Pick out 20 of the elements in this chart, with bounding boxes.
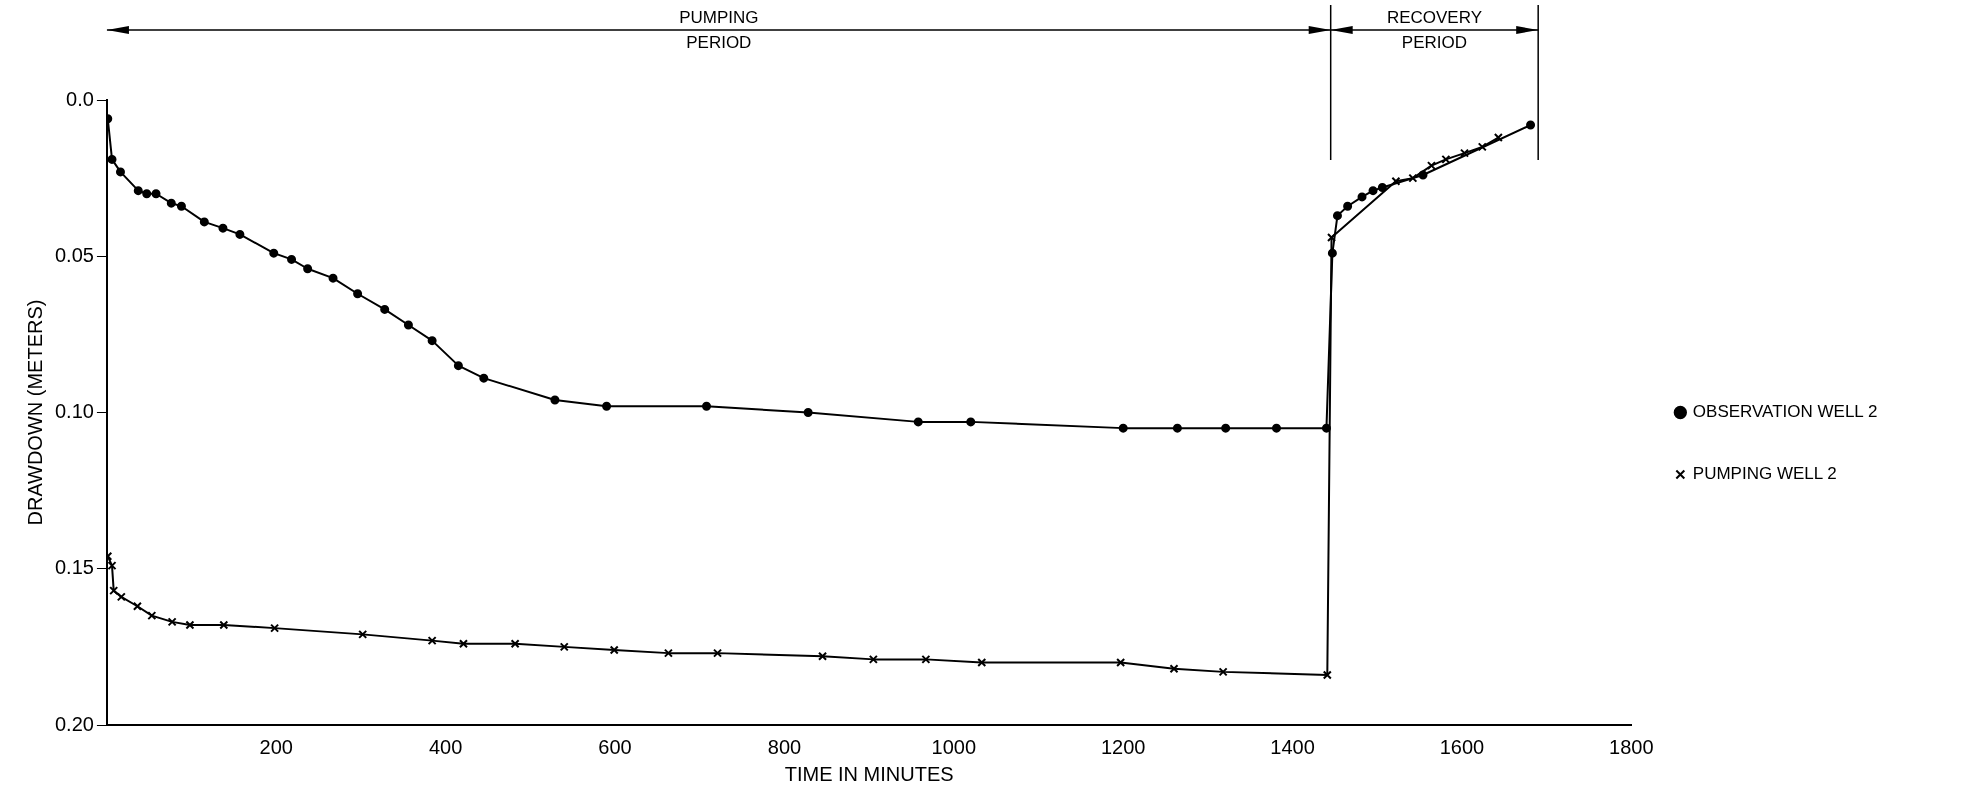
legend-label: OBSERVATION WELL 2	[1692, 402, 1878, 422]
x-tick-label: 800	[767, 735, 802, 758]
x-tick-label: 1400	[1270, 735, 1315, 758]
y-tick-label: 0.0	[66, 87, 94, 110]
x-axis-title: TIME IN MINUTES	[784, 762, 954, 785]
x-tick-label: 1600	[1439, 735, 1485, 758]
y-tick-label: 0.15	[54, 556, 94, 579]
y-tick-label: 0.10	[54, 400, 94, 423]
legend-label: PUMPING WELL 2	[1692, 464, 1837, 484]
y-axis-title: DRAWDOWN (METERS)	[23, 299, 46, 526]
x-tick-label: 600	[598, 735, 632, 758]
x-tick-label: 1000	[931, 735, 977, 758]
text: RECOVERY PERIOD	[1386, 7, 1482, 52]
y-tick-label: 0.20	[54, 712, 94, 735]
y-tick-label: 0.05	[54, 243, 94, 266]
text: PUMPING PERIOD	[679, 7, 759, 52]
x-tick-label: 1800	[1609, 735, 1654, 758]
x-tick-label: 1200	[1100, 735, 1146, 758]
x-tick-label: 200	[259, 735, 293, 758]
x-tick-label: 400	[429, 735, 463, 758]
